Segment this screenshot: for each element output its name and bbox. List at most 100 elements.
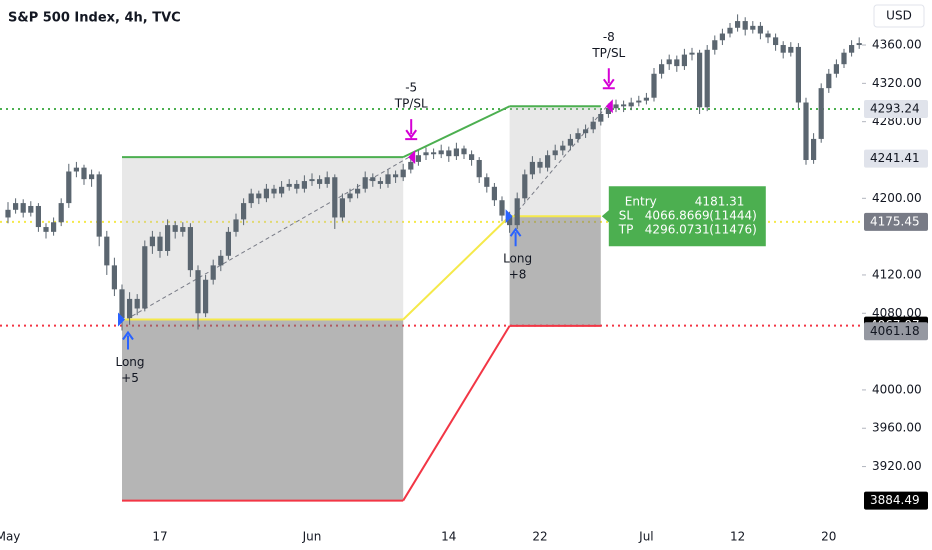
x-tick-label: 20 bbox=[821, 530, 836, 544]
y-tick-label: 3920.00 bbox=[872, 459, 922, 473]
candle-body bbox=[514, 198, 520, 226]
candle-body bbox=[134, 298, 140, 309]
candle-body bbox=[438, 150, 444, 155]
candle-body bbox=[773, 37, 779, 46]
candle-body bbox=[818, 88, 824, 139]
candle-body bbox=[507, 215, 513, 226]
candle-body bbox=[780, 45, 786, 53]
candle-body bbox=[271, 188, 277, 194]
sl-line bbox=[402, 325, 511, 502]
entry-line bbox=[402, 215, 511, 321]
candle-body bbox=[104, 236, 110, 266]
candle-body bbox=[324, 177, 330, 184]
tp-line bbox=[402, 105, 511, 159]
candle-body bbox=[621, 104, 627, 107]
y-tick-label: 4000.00 bbox=[872, 382, 922, 396]
candle-body bbox=[51, 222, 57, 232]
loss-zone bbox=[509, 216, 601, 326]
candle-body bbox=[157, 236, 163, 252]
candle-body bbox=[149, 236, 155, 247]
candle-body bbox=[89, 174, 95, 180]
price-label-box bbox=[864, 491, 928, 510]
candle-body bbox=[362, 177, 368, 189]
entry-qty: +5 bbox=[121, 371, 139, 385]
exit-arrow bbox=[405, 119, 418, 141]
exit-qty: -8 bbox=[603, 30, 615, 44]
candle-body bbox=[5, 209, 11, 218]
candle-body bbox=[765, 33, 771, 38]
candle-body bbox=[370, 177, 376, 182]
candle-body bbox=[529, 161, 535, 175]
candle-body bbox=[636, 100, 642, 103]
candle-body bbox=[13, 203, 19, 210]
candle-body bbox=[301, 181, 307, 189]
candle-body bbox=[309, 179, 315, 182]
candle-body bbox=[241, 203, 247, 220]
candle-body bbox=[803, 102, 809, 160]
candle-body bbox=[613, 104, 619, 109]
candle-body bbox=[742, 21, 748, 30]
candle-body bbox=[545, 155, 551, 168]
info-value: 4066.8669 bbox=[645, 209, 710, 223]
candle-body bbox=[187, 227, 193, 271]
price-label-box bbox=[864, 322, 928, 341]
price-label-box bbox=[864, 99, 928, 118]
candle-body bbox=[127, 298, 133, 319]
candle-body bbox=[263, 188, 269, 199]
candle-body bbox=[453, 148, 459, 157]
candle-body bbox=[697, 52, 703, 108]
candle-body bbox=[332, 177, 338, 218]
candle-body bbox=[659, 64, 665, 74]
x-tick-label: 12 bbox=[730, 530, 745, 544]
candle-body bbox=[567, 138, 573, 146]
info-label: TP bbox=[618, 223, 634, 237]
price-label: 4175.45 bbox=[870, 214, 920, 228]
candle-body bbox=[58, 203, 64, 223]
y-tick-label: 4360.00 bbox=[872, 38, 922, 52]
exit-label: TP/SL bbox=[394, 97, 428, 111]
candle-body bbox=[172, 225, 178, 232]
trade-path bbox=[125, 156, 410, 320]
candle-body bbox=[522, 174, 528, 199]
candle-body bbox=[537, 161, 543, 168]
candle-body bbox=[66, 171, 72, 204]
candle-body bbox=[35, 205, 41, 228]
candle-body bbox=[294, 183, 300, 189]
price-label: 4241.41 bbox=[870, 151, 920, 165]
candle-body bbox=[393, 174, 399, 178]
candle-body bbox=[795, 46, 801, 103]
y-tick-label: 4120.00 bbox=[872, 267, 922, 281]
price-axis bbox=[862, 0, 932, 550]
candle-body bbox=[788, 46, 794, 53]
price-label-box bbox=[864, 149, 928, 168]
candle-body bbox=[96, 174, 102, 237]
price-label: 3884.49 bbox=[870, 493, 920, 507]
y-tick-label: 4320.00 bbox=[872, 76, 922, 90]
candle-body bbox=[841, 52, 847, 65]
x-tick-label: Jul bbox=[638, 530, 653, 544]
candle-body bbox=[735, 21, 741, 28]
candle-body bbox=[750, 25, 756, 30]
candle-body bbox=[248, 193, 254, 204]
entry-arrow bbox=[509, 227, 522, 247]
candle-body bbox=[210, 265, 216, 280]
candle-body bbox=[674, 59, 680, 67]
candle-body bbox=[385, 174, 391, 184]
candle-body bbox=[811, 138, 817, 160]
entry-label: Long bbox=[503, 252, 532, 266]
candle-body bbox=[431, 152, 437, 155]
candle-body bbox=[484, 177, 490, 187]
candle-body bbox=[233, 219, 239, 232]
candle-body bbox=[355, 188, 361, 194]
info-value: 4296.0731 bbox=[645, 223, 710, 237]
exit-flag bbox=[605, 99, 613, 114]
profit-zone bbox=[122, 157, 404, 320]
candle-body bbox=[476, 159, 482, 178]
candle-body bbox=[377, 181, 383, 184]
candle-body bbox=[560, 145, 566, 151]
info-box bbox=[601, 186, 766, 247]
candle-body bbox=[203, 279, 209, 314]
profit-zone bbox=[509, 106, 601, 217]
price-label: 4061.18 bbox=[870, 324, 920, 338]
x-tick-label: Jun bbox=[302, 530, 322, 544]
